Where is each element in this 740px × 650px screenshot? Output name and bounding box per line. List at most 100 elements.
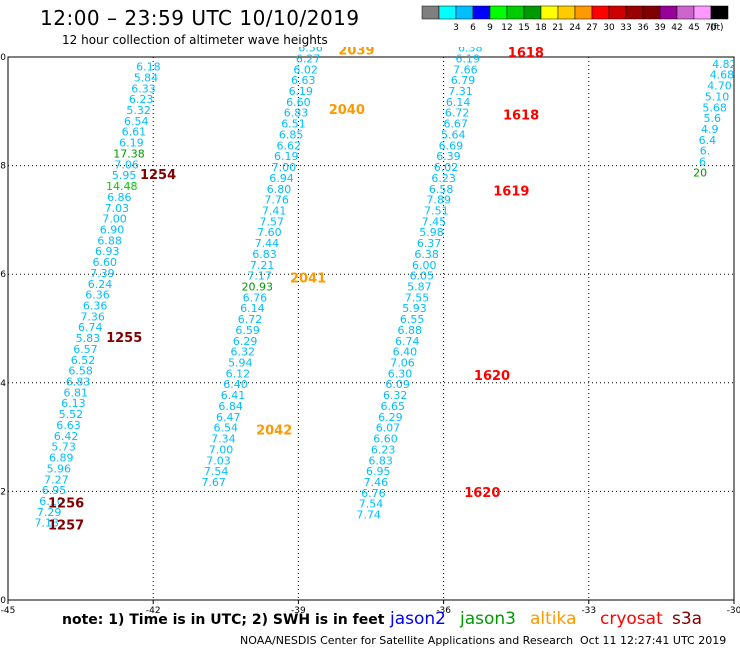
swh-value-label: 6.69 xyxy=(439,139,464,152)
swh-value-label: 6.54 xyxy=(124,115,149,128)
swh-value-label: 4.70 xyxy=(707,80,732,93)
swh-value-label: 6.80 xyxy=(267,183,292,196)
swh-value-label: 6.14 xyxy=(446,96,471,109)
swh-value-label: 5.94 xyxy=(228,357,253,370)
swh-value-label: 7.00 xyxy=(209,443,234,456)
swh-value-label: 6.83 xyxy=(252,248,277,261)
swh-value-label: 20.93 xyxy=(242,280,274,293)
swh-value-label: 6.09 xyxy=(385,378,410,391)
swh-value-label: 6.24 xyxy=(88,278,113,291)
swh-value-label: 6.83 xyxy=(284,107,309,120)
swh-value-label: 7.74 xyxy=(356,509,381,522)
colorbar-swatch xyxy=(472,5,491,20)
swh-value-label: 6.13 xyxy=(61,397,86,410)
swh-value-label: 5.73 xyxy=(51,441,76,454)
swh-value-label: 6.02 xyxy=(434,161,459,174)
x-tick-label: -36 xyxy=(436,606,451,616)
y-tick-label: 8 xyxy=(0,162,6,172)
colorbar-swatch xyxy=(625,5,644,20)
colorbar-tick-label: 21 xyxy=(552,23,563,33)
swh-value-label: 6.02 xyxy=(293,63,318,76)
swh-value-label: 6.58 xyxy=(429,183,454,196)
colorbar-swatch xyxy=(540,5,559,20)
swh-value-label: 7.45 xyxy=(422,215,447,228)
colorbar-swatch xyxy=(676,5,695,20)
swh-value-label: 6.33 xyxy=(131,82,156,95)
swh-value-label: 6.55 xyxy=(400,313,425,326)
swh-value-label: 6.32 xyxy=(230,346,255,359)
swh-value-label: 7.54 xyxy=(359,498,384,511)
swh-value-label: 7.00 xyxy=(102,213,127,226)
swh-value-label: 7.89 xyxy=(427,194,452,207)
swh-value-label: 6.37 xyxy=(417,237,442,250)
swh-value-label: 7.76 xyxy=(264,194,289,207)
pass-number-label: 1618 xyxy=(508,46,544,61)
colorbar-swatch xyxy=(693,5,712,20)
swh-value-label: 6.67 xyxy=(443,118,468,131)
swh-value-label: 6.00 xyxy=(412,259,437,272)
swh-value-label: 7.21 xyxy=(250,259,275,272)
colorbar-swatch xyxy=(574,5,593,20)
colorbar-tick-label: 36 xyxy=(637,23,649,33)
pass-number-label: 1618 xyxy=(503,108,539,123)
y-tick-label: 6 xyxy=(0,270,6,280)
swh-value-label: 7.31 xyxy=(448,85,473,98)
colorbar-swatch xyxy=(710,5,729,20)
generated-timestamp: Oct 11 12:27:41 UTC 2019 xyxy=(580,634,727,647)
swh-value-label: 6.83 xyxy=(66,376,91,389)
swh-value-label: 5.87 xyxy=(407,280,432,293)
footer-note: note: 1) Time is in UTC; 2) SWH is in fe… xyxy=(62,612,385,628)
swh-value-label: 20 xyxy=(693,166,707,179)
credit-line: NOAA/NESDIS Center for Satellite Applica… xyxy=(240,634,574,647)
data-layer: 6.185.846.336.235.326.546.616.1917.387.0… xyxy=(34,46,734,533)
swh-value-label: 7.41 xyxy=(262,204,287,217)
colorbar-tick-label: 27 xyxy=(586,23,597,33)
swh-value-label: 6.94 xyxy=(269,172,294,185)
swh-value-label: 5.95 xyxy=(112,169,137,182)
swh-value-label: 6.60 xyxy=(373,433,398,446)
colorbar-swatch xyxy=(642,5,661,20)
swh-value-label: 7.27 xyxy=(44,473,69,486)
pass-number-label: 1620 xyxy=(474,369,510,384)
swh-value-label: 5.52 xyxy=(59,408,84,421)
pass-number-label: 1257 xyxy=(48,518,84,533)
swh-value-label: 6.95 xyxy=(42,484,67,497)
x-tick-label: -45 xyxy=(1,606,16,616)
swh-value-label: 7.57 xyxy=(260,215,285,228)
swh-value-label: 6.88 xyxy=(97,234,122,247)
swh-value-label: 6.19 xyxy=(119,137,144,150)
x-tick-label: -42 xyxy=(146,606,161,616)
swh-value-label: 6. xyxy=(700,145,711,158)
swh-value-label: 17.38 xyxy=(113,147,145,160)
x-tick-label: -39 xyxy=(291,606,306,616)
swh-value-label: 7.44 xyxy=(255,237,280,250)
swh-value-label: 5.84 xyxy=(134,71,159,84)
swh-value-label: 5.10 xyxy=(705,90,730,103)
swh-value-label: 6.93 xyxy=(95,245,120,258)
swh-value-label: 14.48 xyxy=(106,180,138,193)
colorbar-swatch xyxy=(659,5,678,20)
colorbar-tick-label: 42 xyxy=(671,23,682,33)
swh-value-label: 6.42 xyxy=(54,430,79,443)
swh-value-label: 6.36 xyxy=(85,289,110,302)
colorbar-tick-label: 9 xyxy=(487,23,493,33)
swh-value-label: 7.39 xyxy=(90,267,115,280)
swh-value-label: 6.40 xyxy=(223,378,248,391)
swh-value-label: 7.54 xyxy=(204,465,229,478)
swh-value-label: 6.36 xyxy=(83,299,108,312)
swh-value-label: 5.96 xyxy=(47,462,72,475)
swh-value-label: 7.03 xyxy=(206,454,231,467)
pass-number-label: 2041 xyxy=(290,271,326,286)
pass-number-label: 1620 xyxy=(464,486,500,501)
pass-number-label: 1256 xyxy=(48,497,84,512)
pass-number-label: 1255 xyxy=(106,331,142,346)
swh-value-label: 7.60 xyxy=(257,226,282,239)
colorbar-swatch xyxy=(506,5,525,20)
swh-value-label: 6.30 xyxy=(388,367,413,380)
chart-title: 12:00 – 23:59 UTC 10/10/2019 xyxy=(40,6,360,30)
colorbar-swatch xyxy=(438,5,457,20)
x-tick-label: -30 xyxy=(727,606,740,616)
swh-value-label: 6.51 xyxy=(281,118,306,131)
swh-value-label: 6.60 xyxy=(286,96,311,109)
legend-jason3: jason3 xyxy=(460,609,516,629)
